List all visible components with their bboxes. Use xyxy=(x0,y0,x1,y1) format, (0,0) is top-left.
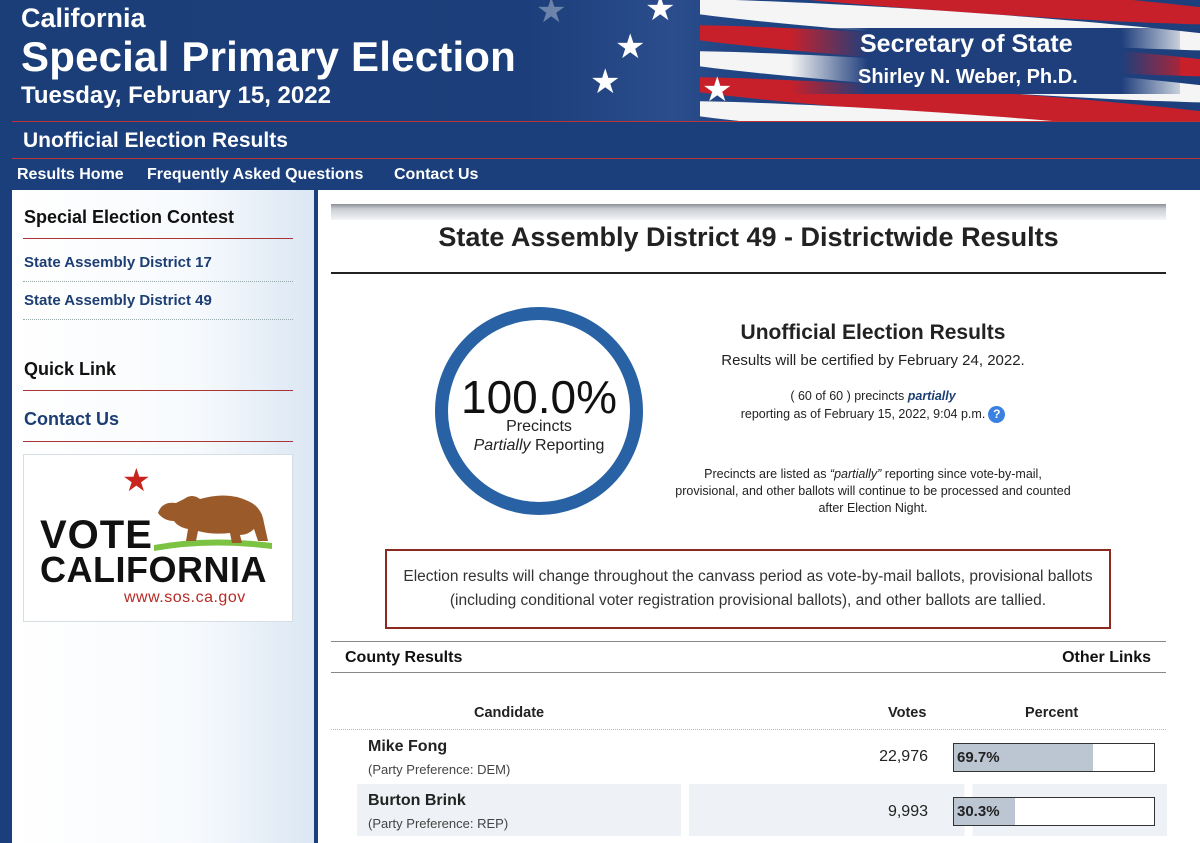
header-title: Special Primary Election xyxy=(21,33,517,80)
header-state: California xyxy=(21,3,146,33)
column-header-candidate: Candidate xyxy=(474,705,545,721)
percent-bar: 30.3% xyxy=(953,797,1155,826)
reporting-timestamp: reporting as of February 15, 2022, 9:04 … xyxy=(678,406,1068,423)
precincts-partially: partially xyxy=(907,389,956,403)
title-shade xyxy=(331,204,1166,220)
percent-bar-fill xyxy=(954,798,1015,825)
top-nav: Results Home Frequently Asked Questions … xyxy=(12,159,1200,190)
percent-label: 30.3% xyxy=(957,803,1000,820)
page-title: State Assembly District 49 - Districtwid… xyxy=(438,222,1059,252)
candidate-name: Burton Brink xyxy=(368,792,466,809)
divider xyxy=(23,238,293,239)
column-header-votes: Votes xyxy=(888,705,927,721)
sidebar-contact-link[interactable]: Contact Us xyxy=(24,409,120,429)
banner-label: Unofficial Election Results xyxy=(23,129,288,152)
quick-link-heading: Quick Link xyxy=(24,359,117,379)
candidate-party: (Party Preference: REP) xyxy=(368,816,509,831)
county-results-link[interactable]: County Results xyxy=(345,649,463,666)
nav-faq[interactable]: Frequently Asked Questions xyxy=(147,166,364,183)
other-links-link[interactable]: Other Links xyxy=(1062,649,1151,666)
reporting-label: Precincts xyxy=(506,418,572,435)
column-header-percent: Percent xyxy=(1025,705,1079,721)
divider xyxy=(23,281,293,282)
sos-banner xyxy=(790,28,1180,94)
results-subnav: County Results Other Links xyxy=(331,641,1166,673)
divider xyxy=(331,272,1166,274)
election-title-block: California Special Primary Election Tues… xyxy=(21,3,516,111)
divider xyxy=(23,441,293,442)
candidate-votes: 9,993 xyxy=(887,803,928,820)
note-em: “partially” xyxy=(829,467,882,481)
question-mark-icon[interactable]: ? xyxy=(988,406,1006,423)
reporting-suffix: Reporting xyxy=(530,437,605,454)
site-header: California Special Primary Election Tues… xyxy=(0,0,1200,121)
percent-bar-fill xyxy=(954,744,1094,771)
candidate-votes: 22,976 xyxy=(879,748,928,765)
main-content: State Assembly District 49 - Districtwid… xyxy=(318,190,1200,843)
vote-california-logo[interactable]: ★ VOTE CALIFORNIA www.sos.ca.gov xyxy=(23,454,293,622)
certification-date: Results will be certified by February 24… xyxy=(721,352,1025,369)
partial-reporting-note: Precincts are listed as “partially” repo… xyxy=(673,466,1073,517)
header-date: Tuesday, February 15, 2022 xyxy=(21,82,331,109)
star-icon: ★ xyxy=(645,0,676,28)
sos-name: Shirley N. Weber, Ph.D. xyxy=(858,66,1078,88)
candidate-party: (Party Preference: DEM) xyxy=(368,762,511,777)
reporting-partially: Partially xyxy=(473,437,531,454)
bear-icon xyxy=(154,495,272,551)
divider xyxy=(23,319,293,320)
summary-title: Unofficial Election Results xyxy=(740,321,1006,344)
candidate-name: Mike Fong xyxy=(368,738,448,755)
reporting-status: Partially Reporting xyxy=(448,437,630,455)
sos-title: Secretary of State xyxy=(860,30,1073,58)
percent-bar: 69.7% xyxy=(953,743,1155,772)
nav-results-home[interactable]: Results Home xyxy=(17,166,124,183)
divider xyxy=(23,390,293,391)
unofficial-results-banner: Unofficial Election Results xyxy=(12,121,1200,159)
logo-text-vote: VOTE xyxy=(40,513,153,557)
divider xyxy=(331,729,1166,730)
star-icon: ★ xyxy=(702,71,733,109)
precincts-reporting-ring: 100.0% Precincts Partially Reporting xyxy=(435,307,643,515)
contest-heading: Special Election Contest xyxy=(24,207,235,227)
reporting-percent: 100.0% xyxy=(460,371,617,423)
star-icon: ★ xyxy=(122,462,151,498)
sidebar: Special Election Contest State Assembly … xyxy=(12,190,314,843)
sidebar-item-district-17[interactable]: State Assembly District 17 xyxy=(24,254,212,271)
star-icon: ★ xyxy=(590,63,621,101)
note-post: reporting since vote-by-mail, provisiona… xyxy=(675,467,1071,515)
logo-text-california: CALIFORNIA xyxy=(40,549,267,590)
nav-contact-us[interactable]: Contact Us xyxy=(394,166,479,183)
precincts-count-text: ( 60 of 60 ) precincts xyxy=(790,389,908,403)
logo-url: www.sos.ca.gov xyxy=(124,589,246,606)
note-pre: Precincts are listed as xyxy=(704,467,830,481)
sidebar-item-district-49[interactable]: State Assembly District 49 xyxy=(24,292,212,309)
star-icon: ★ xyxy=(615,28,646,66)
reporting-timestamp-text: reporting as of February 15, 2022, 9:04 … xyxy=(740,406,986,421)
frame-divider xyxy=(314,190,318,843)
frame-left xyxy=(0,121,12,843)
percent-label: 69.7% xyxy=(957,749,1000,766)
star-icon: ★ xyxy=(536,0,567,30)
precincts-count: ( 60 of 60 ) precincts partially xyxy=(678,389,1068,403)
canvass-notice: Election results will change throughout … xyxy=(385,549,1111,629)
